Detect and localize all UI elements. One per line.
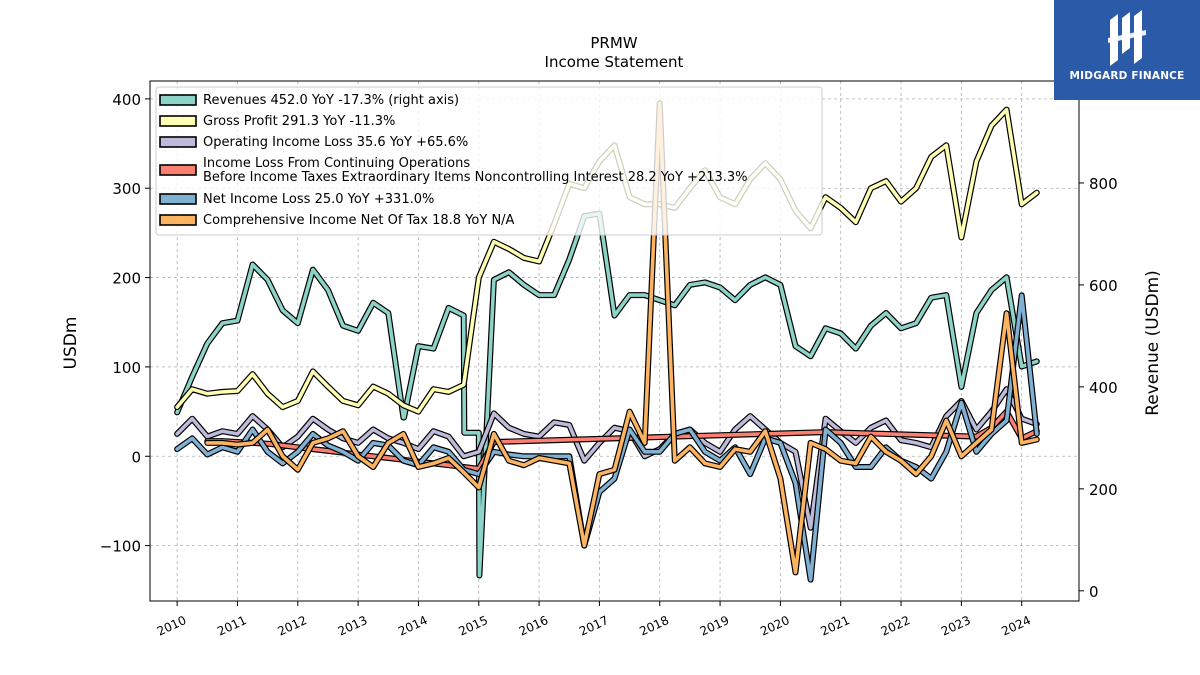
x-tick-label: 2019: [698, 613, 732, 639]
x-tick-label: 2024: [999, 613, 1033, 639]
y-tick-label: 400: [112, 91, 141, 109]
y2-tick-label: 0: [1089, 583, 1099, 601]
y-axis-label: USDm: [61, 317, 81, 370]
y2-tick-label: 400: [1089, 379, 1118, 397]
legend-swatch-5: [159, 214, 197, 226]
legend-label-3: Before Income Taxes Extraordinary Items …: [203, 170, 748, 185]
y-axis-right: 0 200 400 600 800: [1079, 175, 1118, 601]
legend-label-2: Operating Income Loss 35.6 YoY +65.6%: [203, 135, 468, 150]
x-tick-label: 2010: [155, 613, 189, 639]
y-tick-label: 200: [112, 270, 141, 288]
legend-swatch-3: [159, 164, 197, 176]
series-line-5: [205, 101, 1039, 575]
y-axis-left: −100 0 100 200 300 400: [100, 91, 150, 556]
x-tick-label: 2023: [939, 613, 973, 639]
legend-label-5: Comprehensive Income Net Of Tax 18.8 YoY…: [203, 213, 515, 228]
legend-swatch-4: [159, 193, 197, 205]
legend-swatch-2: [159, 136, 197, 148]
series-line-2: [175, 387, 1039, 530]
y-tick-label: −100: [100, 538, 141, 556]
x-tick-label: 2011: [215, 613, 249, 639]
x-tick-label: 2021: [818, 613, 852, 639]
x-tick-label: 2014: [396, 613, 430, 639]
legend-label-4: Net Income Loss 25.0 YoY +331.0%: [203, 192, 434, 207]
y2-tick-label: 200: [1089, 481, 1118, 499]
y2-tick-label: 600: [1089, 277, 1118, 295]
brand-logo: MIDGARD FINANCE: [1054, 0, 1200, 100]
x-axis: 2010 2011 2012 2013 2014 2015 2016 2017 2018 2019…: [155, 601, 1033, 639]
x-tick-label: 2013: [336, 613, 370, 639]
logo-text: MIDGARD FINANCE: [1069, 70, 1185, 82]
chart-title: PRMW: [590, 34, 637, 52]
y-tick-label: 100: [112, 359, 141, 377]
plot-frame: [149, 80, 1080, 602]
chart-subtitle: Income Statement: [545, 53, 684, 71]
legend-label-0: Revenues 452.0 YoY -17.3% (right axis): [203, 93, 459, 108]
x-tick-label: 2017: [577, 613, 611, 639]
x-tick-label: 2020: [758, 613, 792, 639]
y2-tick-label: 800: [1089, 175, 1118, 193]
legend-label-3: Income Loss From Continuing Operations: [203, 156, 470, 171]
y-tick-label: 0: [131, 448, 141, 466]
x-tick-label: 2012: [275, 613, 309, 639]
legend-label-1: Gross Profit 291.3 YoY -11.3%: [203, 114, 395, 129]
x-tick-label: 2022: [879, 613, 913, 639]
legend-swatch-0: [159, 94, 197, 106]
x-tick-label: 2018: [637, 613, 671, 639]
legend: Revenues 452.0 YoY -17.3% (right axis) Gr…: [155, 86, 823, 236]
legend-box: [155, 86, 823, 236]
x-tick-label: 2016: [517, 613, 551, 639]
x-tick-label: 2015: [456, 613, 490, 639]
series-line-0: [175, 211, 1039, 578]
logo-mark-icon: [1108, 10, 1146, 66]
y2-axis-label: Revenue (USDm): [1143, 270, 1163, 416]
y-tick-label: 300: [112, 180, 141, 198]
legend-swatch-1: [159, 115, 197, 127]
